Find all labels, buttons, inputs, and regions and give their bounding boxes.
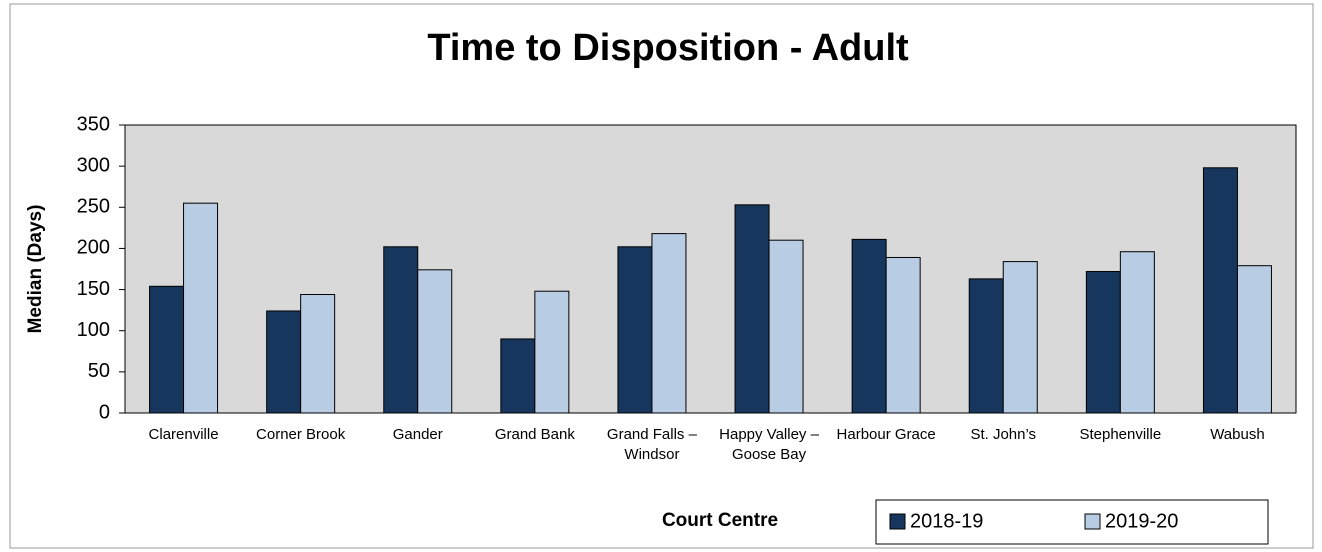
bar bbox=[500, 338, 536, 414]
x-tick-label: Stephenville bbox=[1079, 426, 1162, 443]
bar bbox=[1119, 251, 1155, 414]
bar bbox=[417, 269, 453, 414]
y-tick-label: 250 bbox=[77, 196, 110, 218]
bar bbox=[183, 202, 219, 414]
legend bbox=[875, 499, 1269, 545]
y-tick-label: 100 bbox=[77, 319, 110, 341]
y-tick-label: 0 bbox=[99, 401, 110, 423]
y-axis-label: Median (Days) bbox=[25, 205, 46, 334]
legend-label: 2018-19 bbox=[910, 510, 983, 532]
x-tick-label: Grand Bank bbox=[494, 426, 575, 443]
y-tick-label: 200 bbox=[77, 237, 110, 259]
y-tick-label: 350 bbox=[77, 113, 110, 135]
bar bbox=[851, 238, 887, 414]
x-tick-label: St. John’s bbox=[970, 426, 1037, 443]
x-tick-label: Gander bbox=[392, 426, 443, 443]
bar bbox=[300, 294, 336, 414]
bar bbox=[885, 256, 921, 414]
bar bbox=[149, 285, 185, 414]
y-tick-label: 50 bbox=[88, 360, 110, 382]
y-tick-label: 150 bbox=[77, 278, 110, 300]
bar bbox=[534, 290, 570, 414]
x-tick-label: Happy Valley – Goose Bay bbox=[719, 426, 819, 463]
x-tick-label: Harbour Grace bbox=[836, 426, 936, 443]
x-tick-label: Clarenville bbox=[148, 426, 219, 443]
bar bbox=[266, 310, 302, 414]
bar bbox=[768, 239, 804, 414]
bar bbox=[1236, 265, 1272, 414]
bar bbox=[968, 278, 1004, 414]
legend-swatch bbox=[889, 513, 906, 530]
bar bbox=[1002, 261, 1038, 414]
bar bbox=[617, 246, 653, 414]
x-tick-label: Grand Falls – Windsor bbox=[606, 426, 697, 463]
bar bbox=[651, 233, 687, 414]
x-axis-label: Court Centre bbox=[662, 510, 778, 531]
bar bbox=[1202, 167, 1238, 414]
legend-swatch bbox=[1084, 513, 1101, 530]
x-tick-label: Corner Brook bbox=[256, 426, 346, 443]
legend-label: 2019-20 bbox=[1105, 510, 1178, 532]
bar bbox=[383, 246, 419, 414]
x-tick-label: Wabush bbox=[1210, 426, 1265, 443]
chart-title: Time to Disposition - Adult bbox=[427, 27, 909, 69]
bar bbox=[1085, 270, 1121, 414]
y-tick-label: 300 bbox=[77, 154, 110, 176]
bar bbox=[734, 204, 770, 414]
